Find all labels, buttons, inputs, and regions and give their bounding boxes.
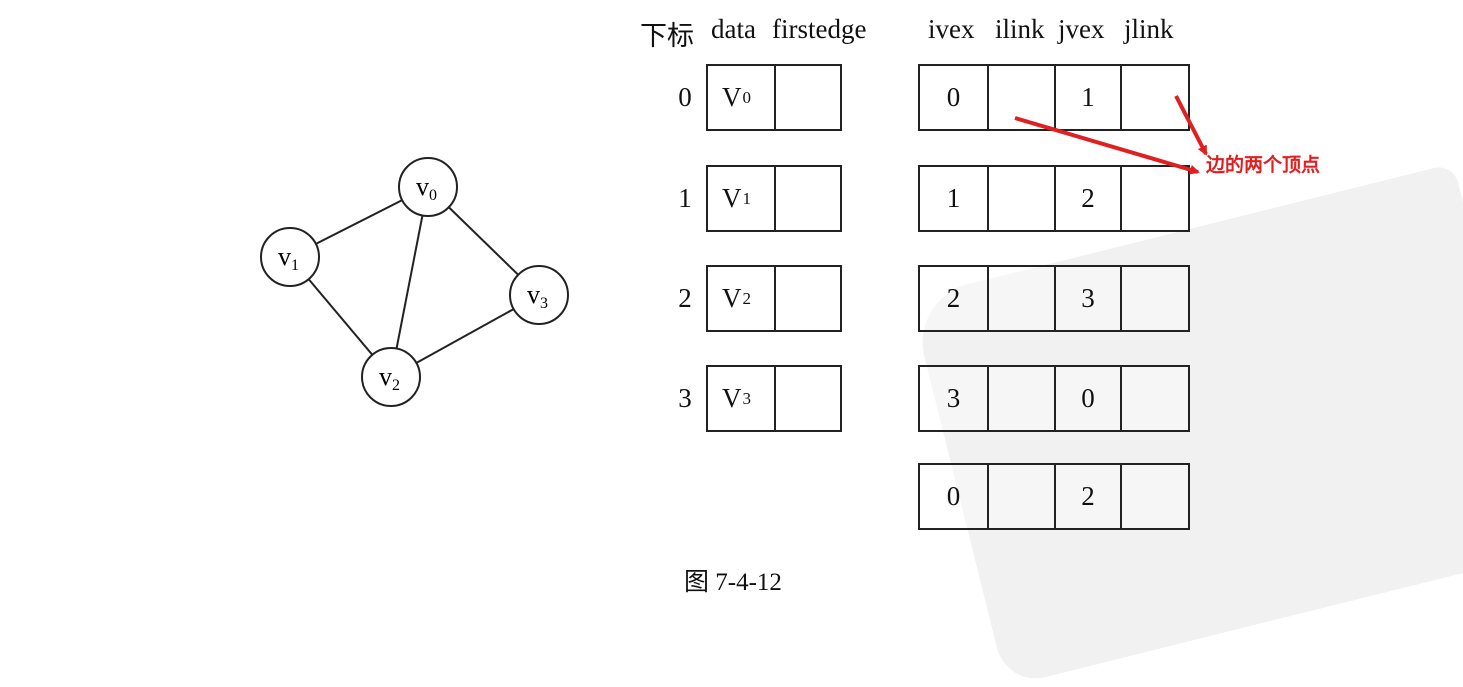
edge-jlink-cell <box>1120 365 1190 432</box>
vertex-index: 0 <box>678 82 692 112</box>
graph-vertex: v2 <box>361 347 421 407</box>
edge-jlink-cell <box>1120 64 1190 131</box>
edge-jlink-cell <box>1120 265 1190 332</box>
vertex-firstedge-cell <box>774 365 842 432</box>
edge-jvex-cell: 2 <box>1054 463 1122 530</box>
vertex-firstedge-cell <box>774 165 842 232</box>
annotation-label: 边的两个顶点 <box>1206 154 1321 176</box>
edge-jlink-cell <box>1120 463 1190 530</box>
edge-ivex-cell: 2 <box>918 265 989 332</box>
vertex-firstedge-cell <box>774 64 842 131</box>
header-jvex: jvex <box>1058 14 1105 44</box>
edge-ilink-cell <box>987 165 1056 232</box>
edge-jvex-cell: 2 <box>1054 165 1122 232</box>
edge-jvex-cell: 1 <box>1054 64 1122 131</box>
header-firstedge: firstedge <box>772 14 867 44</box>
header-index: 下标 <box>640 21 694 51</box>
edge-jvex-cell: 0 <box>1054 365 1122 432</box>
figure-caption: 图 7-4-12 <box>684 569 782 596</box>
annotation-arrow-jvex <box>1174 95 1208 156</box>
graph-edge <box>390 186 429 378</box>
header-ivex: ivex <box>928 14 975 44</box>
annotation-arrows <box>1014 95 1208 175</box>
graph-vertex: v1 <box>260 227 320 287</box>
annotation-arrow-ivex <box>1014 116 1200 175</box>
graph-vertex: v0 <box>398 157 458 217</box>
edge-ivex-cell: 0 <box>918 463 989 530</box>
edge-ivex-cell: 0 <box>918 64 989 131</box>
vertex-index: 3 <box>678 383 692 413</box>
edge-jvex-cell: 3 <box>1054 265 1122 332</box>
undirected-graph: v0 v1 v2 v3 <box>260 157 569 407</box>
vertex-index: 1 <box>678 183 692 213</box>
header-ilink: ilink <box>995 14 1045 44</box>
graph-vertex: v3 <box>509 265 569 325</box>
vertex-index: 2 <box>678 283 692 313</box>
edge-jlink-cell <box>1120 165 1190 232</box>
header-jlink: jlink <box>1124 14 1174 44</box>
header-data: data <box>711 14 756 44</box>
vertex-firstedge-cell <box>774 265 842 332</box>
